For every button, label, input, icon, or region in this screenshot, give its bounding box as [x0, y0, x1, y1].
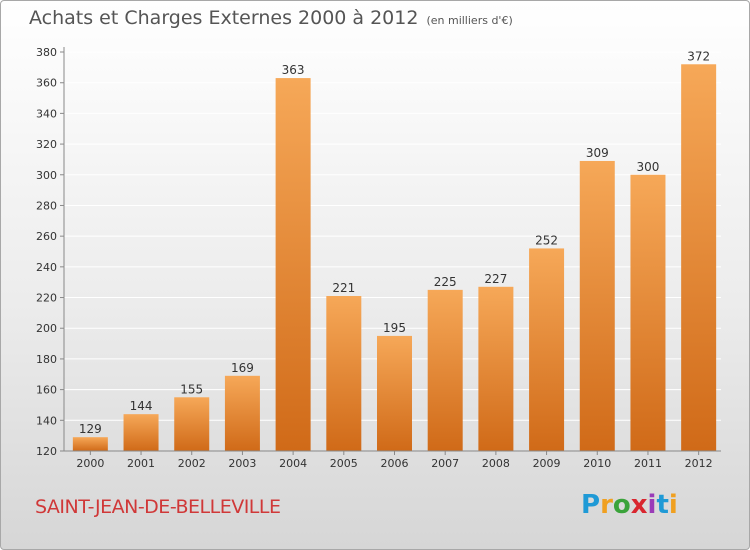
y-tick-label: 220	[36, 292, 57, 305]
y-tick-label: 140	[36, 414, 57, 427]
x-tick-label: 2005	[330, 457, 358, 470]
bar	[681, 64, 717, 452]
bar	[174, 397, 210, 451]
logo-letter: P	[581, 490, 601, 520]
value-label: 227	[484, 272, 507, 286]
y-tick-label: 280	[36, 199, 57, 212]
x-tick-label: 2011	[634, 457, 662, 470]
x-tick-label: 2009	[533, 457, 561, 470]
x-tick-label: 2003	[228, 457, 256, 470]
bar	[326, 296, 362, 451]
x-tick-label: 2004	[279, 457, 307, 470]
bar	[529, 248, 565, 451]
y-tick-label: 200	[36, 322, 57, 335]
bar	[579, 160, 615, 451]
value-label: 309	[586, 146, 609, 160]
value-label: 129	[79, 422, 102, 436]
chart-title-text: Achats et Charges Externes 2000 à 2012	[29, 7, 419, 29]
y-tick-label: 180	[36, 353, 57, 366]
x-tick-label: 2000	[76, 457, 104, 470]
bar	[72, 437, 108, 451]
value-label: 155	[180, 382, 203, 396]
value-label: 300	[637, 160, 660, 174]
value-label: 252	[535, 233, 558, 247]
logo-letter: x	[630, 490, 648, 520]
bar	[630, 174, 666, 451]
logo-letter: t	[656, 490, 669, 520]
chart-title: Achats et Charges Externes 2000 à 2012 (e…	[29, 7, 513, 29]
value-label: 144	[130, 399, 153, 413]
x-tick-labels: 2000 2001 2002 2003 2004 2005 2006 2007 2008 2009…	[76, 451, 713, 470]
y-tick-label: 240	[36, 261, 57, 274]
y-tick-label: 360	[36, 77, 57, 90]
value-label: 169	[231, 361, 254, 375]
logo-letter: r	[600, 490, 613, 520]
chart-subtitle: (en milliers d'€)	[426, 14, 513, 27]
bar	[275, 78, 311, 451]
y-tick-labels: 120 140 160 180 200 220 240 260 280 300 320 340 360 3…	[36, 46, 57, 458]
value-label: 363	[282, 63, 305, 77]
bars	[72, 64, 717, 452]
y-tick-label: 320	[36, 138, 57, 151]
y-tick-label: 300	[36, 169, 57, 182]
axes	[63, 47, 721, 452]
y-tick-label: 380	[36, 46, 57, 59]
value-label: 221	[332, 281, 355, 295]
bar	[123, 414, 159, 451]
proxiti-logo: Proxiti	[581, 490, 678, 520]
bar	[427, 289, 463, 451]
x-tick-label: 2010	[583, 457, 611, 470]
bar	[224, 375, 260, 451]
value-labels: 129 144 155 169 363 221 195 225 227 252 309 300 372	[79, 49, 710, 436]
value-label: 195	[383, 321, 406, 335]
place-name: SAINT-JEAN-DE-BELLEVILLE	[35, 496, 281, 518]
y-tick-label: 340	[36, 107, 57, 120]
y-tick-label: 260	[36, 230, 57, 243]
bar	[478, 286, 514, 451]
x-tick-label: 2001	[127, 457, 155, 470]
bar	[377, 335, 412, 451]
logo-letter: i	[647, 490, 657, 520]
y-tick-label: 160	[36, 384, 57, 397]
x-tick-label: 2006	[381, 457, 409, 470]
x-tick-label: 2008	[482, 457, 510, 470]
x-tick-label: 2012	[685, 457, 713, 470]
x-tick-label: 2002	[178, 457, 206, 470]
y-tick-label: 120	[36, 445, 57, 458]
value-label: 372	[687, 49, 710, 63]
value-label: 225	[434, 275, 457, 289]
x-tick-label: 2007	[431, 457, 459, 470]
logo-letter: i	[668, 490, 678, 520]
logo-letter: o	[612, 490, 631, 520]
